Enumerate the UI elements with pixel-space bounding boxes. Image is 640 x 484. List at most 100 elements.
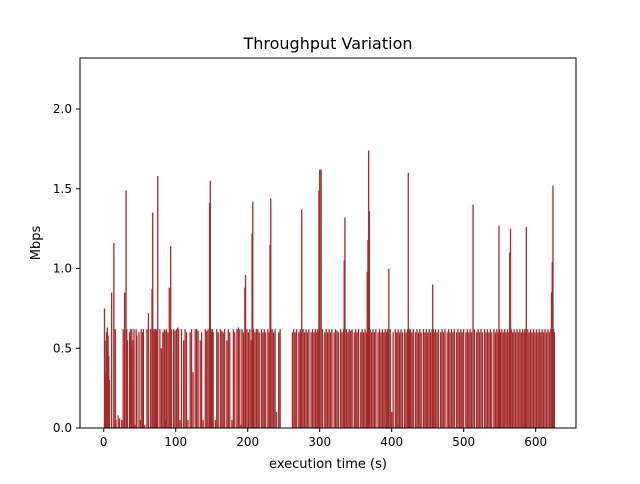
- bar: [231, 420, 233, 428]
- bar: [378, 329, 381, 428]
- bar: [107, 335, 109, 428]
- bar: [334, 329, 337, 428]
- bar: [201, 332, 203, 428]
- bar: [180, 329, 183, 428]
- bar: [126, 329, 128, 428]
- bar: [157, 176, 159, 428]
- bar: [544, 329, 546, 428]
- bar: [494, 332, 497, 428]
- bar: [190, 329, 193, 428]
- bar: [496, 329, 498, 428]
- bar: [387, 332, 389, 428]
- chart-title: Throughput Variation: [242, 34, 412, 53]
- y-tick-label: 0.0: [53, 421, 72, 435]
- bar: [505, 332, 507, 428]
- bar: [160, 348, 162, 428]
- bar: [442, 332, 445, 428]
- bar: [491, 332, 493, 428]
- bar: [185, 332, 188, 428]
- bar: [246, 329, 248, 428]
- bar: [383, 332, 385, 428]
- bar: [524, 329, 526, 428]
- bar: [400, 329, 402, 428]
- bar: [470, 332, 473, 428]
- y-axis: 0.0 0.5 1.0 1.5 2.0: [53, 102, 80, 435]
- y-tick-label: 1.5: [53, 182, 72, 196]
- bar: [164, 330, 166, 428]
- bar: [195, 329, 198, 428]
- bar: [187, 420, 189, 428]
- bar: [531, 332, 533, 428]
- bar: [229, 332, 231, 428]
- bar: [407, 172, 409, 428]
- bar: [262, 332, 264, 428]
- bar: [184, 329, 186, 428]
- bar: [427, 332, 429, 428]
- bar: [389, 329, 391, 428]
- bar: [345, 329, 348, 428]
- bar: [550, 329, 552, 428]
- bar: [221, 330, 223, 428]
- bar: [118, 418, 121, 428]
- bar: [251, 233, 253, 428]
- bar: [396, 332, 398, 428]
- bar: [519, 329, 521, 428]
- bar: [509, 228, 512, 428]
- bar: [177, 329, 180, 428]
- bar: [202, 420, 204, 428]
- bar: [553, 329, 555, 428]
- bar: [175, 329, 178, 428]
- y-tick-label: 2.0: [53, 102, 72, 116]
- bar: [136, 335, 138, 428]
- bar: [361, 329, 363, 428]
- bar: [450, 329, 453, 428]
- bar: [440, 332, 442, 428]
- bar: [493, 329, 495, 428]
- bar: [477, 329, 479, 428]
- bar: [319, 169, 321, 428]
- bar: [367, 239, 369, 428]
- bar: [357, 329, 360, 428]
- bar: [197, 330, 199, 428]
- bar: [263, 329, 265, 428]
- bar: [147, 313, 150, 428]
- bar: [227, 329, 229, 428]
- bar: [368, 211, 371, 428]
- bar: [432, 329, 435, 428]
- bar: [318, 190, 320, 428]
- bar: [326, 332, 329, 428]
- bar: [270, 198, 272, 428]
- bar: [516, 329, 518, 428]
- bar: [432, 284, 434, 428]
- bar: [457, 329, 459, 428]
- bar: [278, 332, 280, 428]
- bar: [552, 185, 554, 428]
- bar: [298, 332, 300, 428]
- bar: [422, 329, 425, 428]
- bar: [224, 329, 226, 428]
- bar: [209, 180, 211, 428]
- bar: [142, 329, 144, 428]
- bar: [545, 332, 548, 428]
- bar: [260, 329, 263, 428]
- bar: [468, 332, 470, 428]
- bar: [476, 332, 478, 428]
- bar: [365, 332, 368, 428]
- bar: [356, 332, 358, 428]
- bar: [429, 332, 432, 428]
- bar: [548, 332, 551, 428]
- bar: [508, 332, 510, 428]
- bar: [458, 332, 461, 428]
- bar: [520, 332, 522, 428]
- bar: [537, 332, 539, 428]
- bar: [207, 329, 209, 428]
- bar: [449, 332, 451, 428]
- bar: [341, 332, 343, 428]
- bar: [420, 332, 422, 428]
- x-tick-label: 100: [164, 435, 187, 449]
- bar: [241, 329, 243, 428]
- bar: [478, 332, 481, 428]
- bar: [369, 329, 371, 428]
- bar: [320, 169, 322, 428]
- bar: [268, 332, 270, 428]
